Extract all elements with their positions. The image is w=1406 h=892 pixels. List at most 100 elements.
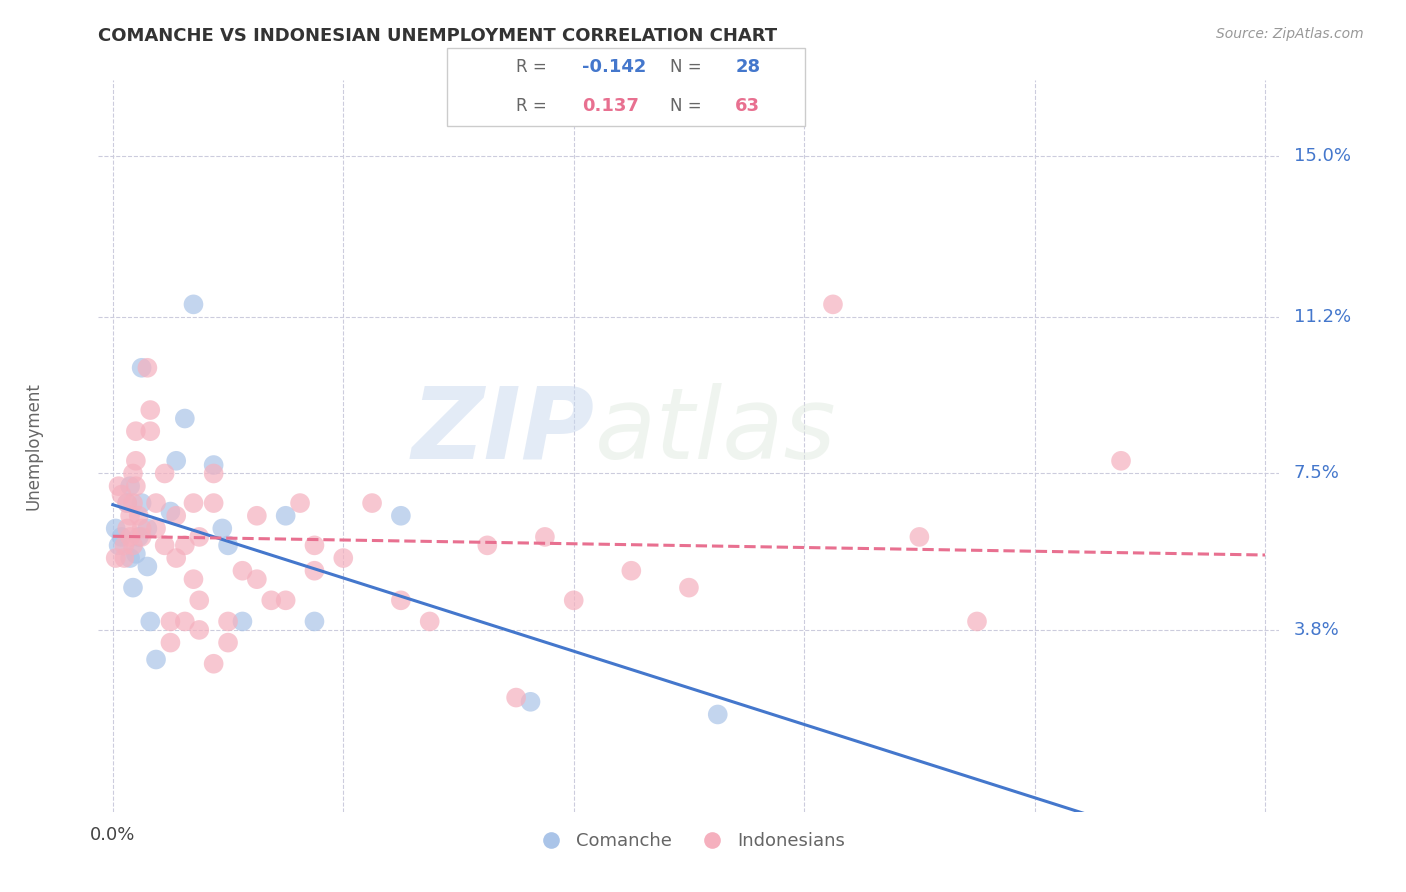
Point (112, 551, 135, 566)
Point (131, 521, 153, 535)
Point (145, 496, 167, 510)
Point (389, 593, 412, 607)
Point (125, 547, 148, 561)
Text: 63: 63 (735, 97, 761, 115)
Point (136, 559, 159, 574)
Text: COMANCHE VS INDONESIAN UNEMPLOYMENT CORRELATION CHART: COMANCHE VS INDONESIAN UNEMPLOYMENT CORR… (98, 27, 778, 45)
Legend: Comanche, Indonesians: Comanche, Indonesians (526, 825, 852, 857)
Point (165, 551, 187, 566)
Point (562, 593, 585, 607)
Point (115, 521, 138, 535)
Text: N =: N = (669, 59, 706, 77)
Point (678, 581, 700, 595)
Point (115, 496, 138, 510)
Point (104, 551, 127, 566)
FancyBboxPatch shape (447, 48, 804, 126)
Point (202, 657, 225, 671)
Text: ZIP: ZIP (412, 383, 595, 480)
Point (110, 530, 132, 544)
Text: R =: R = (516, 59, 553, 77)
Point (183, 572, 205, 586)
Point (477, 538, 499, 552)
Point (246, 572, 269, 586)
Point (304, 564, 326, 578)
Point (139, 403, 162, 417)
Point (389, 508, 412, 523)
Text: N =: N = (669, 97, 706, 115)
FancyBboxPatch shape (457, 54, 494, 80)
Point (304, 538, 326, 552)
Point (131, 360, 153, 375)
Point (110, 488, 132, 502)
Point (274, 593, 297, 607)
Point (159, 635, 181, 649)
Point (159, 504, 181, 518)
Text: atlas: atlas (595, 383, 837, 480)
Point (188, 623, 211, 637)
Text: 28: 28 (735, 59, 761, 77)
Point (107, 479, 129, 493)
Point (145, 521, 167, 535)
Text: Source: ZipAtlas.com: Source: ZipAtlas.com (1216, 27, 1364, 41)
Point (125, 454, 148, 468)
Point (202, 467, 225, 481)
Point (304, 615, 326, 629)
Text: 3.8%: 3.8% (1294, 621, 1340, 639)
Point (274, 508, 297, 523)
Text: R =: R = (516, 97, 557, 115)
Point (173, 615, 195, 629)
Point (211, 521, 233, 535)
Point (908, 530, 931, 544)
Point (136, 360, 159, 375)
Point (217, 538, 239, 552)
Point (131, 530, 153, 544)
Point (120, 479, 142, 493)
Point (165, 508, 187, 523)
Point (288, 496, 311, 510)
Point (966, 615, 988, 629)
Point (120, 530, 142, 544)
Text: 0.0%: 0.0% (90, 825, 135, 844)
Point (159, 615, 181, 629)
Text: 0.137: 0.137 (582, 97, 638, 115)
Point (246, 508, 269, 523)
Point (125, 479, 148, 493)
Point (202, 496, 225, 510)
Point (122, 467, 145, 481)
Point (231, 615, 253, 629)
Point (139, 615, 162, 629)
Point (260, 593, 283, 607)
Point (706, 707, 728, 722)
Point (505, 690, 527, 705)
Point (120, 551, 142, 566)
Point (188, 530, 211, 544)
Text: 15.0%: 15.0% (1294, 147, 1351, 165)
Point (519, 695, 541, 709)
Point (1109, 454, 1132, 468)
Point (183, 297, 205, 311)
Point (821, 297, 844, 311)
Point (145, 652, 167, 666)
Point (107, 538, 129, 552)
Point (419, 615, 441, 629)
Point (183, 496, 205, 510)
Point (534, 530, 557, 544)
Point (153, 538, 176, 552)
Point (128, 530, 150, 544)
Point (361, 496, 384, 510)
Point (217, 615, 239, 629)
Point (202, 458, 225, 472)
Point (122, 538, 145, 552)
Point (128, 508, 150, 523)
Text: 7.5%: 7.5% (1294, 465, 1340, 483)
Point (136, 521, 159, 535)
Point (217, 635, 239, 649)
FancyBboxPatch shape (457, 94, 494, 120)
Point (104, 521, 127, 535)
Point (153, 467, 176, 481)
Point (173, 411, 195, 425)
Point (173, 538, 195, 552)
Text: -0.142: -0.142 (582, 59, 647, 77)
Point (120, 508, 142, 523)
Point (332, 551, 354, 566)
